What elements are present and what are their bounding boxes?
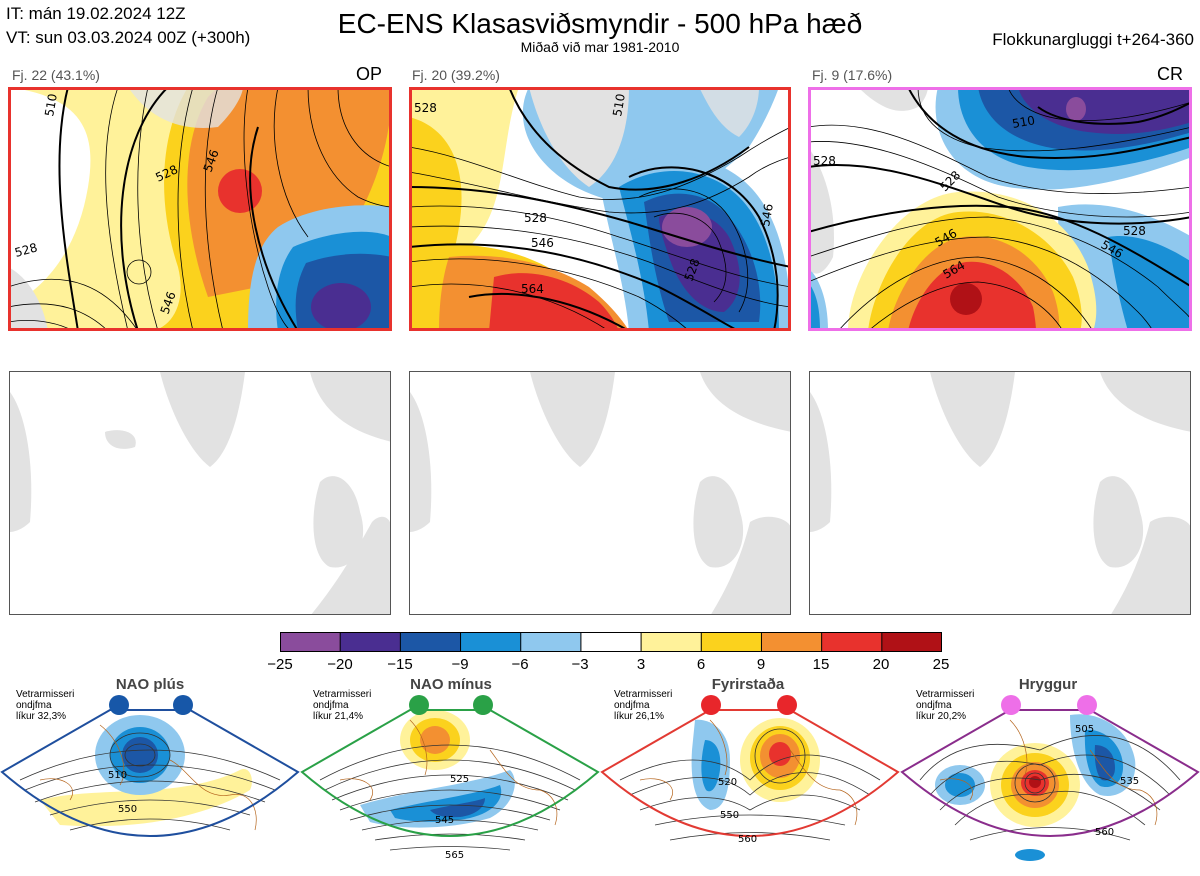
panel-1-label: Fj. 22 (43.1%) [12, 67, 100, 83]
contour-label: 510 [108, 770, 127, 781]
colorbar-swatch [340, 632, 401, 652]
contour-label: 564 [521, 282, 544, 296]
empty-map-3 [809, 371, 1191, 615]
contour-label: 510 [610, 93, 628, 118]
contour-label: 565 [445, 850, 464, 861]
regime-info-ridge: Vetrarmisseri ondjfma líkur 20,2% [916, 689, 975, 722]
regime-indicator-dot [409, 695, 429, 715]
colorbar-border [280, 632, 942, 652]
regime-indicator-dot [1001, 695, 1021, 715]
regime-map-nao-plus: 510 550 [0, 690, 300, 871]
colorbar-swatch [580, 632, 642, 652]
colorbar-tick-label: −9 [451, 656, 469, 673]
colorbar-swatch [280, 632, 341, 652]
panel-1-frame [8, 87, 392, 331]
contour-label: 546 [758, 203, 776, 228]
regime-info-nao-minus: Vetrarmisseri ondjfma líkur 21,4% [313, 689, 372, 722]
contour-label: 535 [1120, 776, 1139, 787]
panel-1-tag: OP [356, 64, 383, 84]
colorbar-tick-label: 6 [696, 656, 706, 673]
regime-indicator-dot [701, 695, 721, 715]
panel-3-frame [808, 87, 1192, 331]
colorbar-tick-label: −25 [267, 656, 293, 673]
contour-label: 560 [738, 834, 757, 845]
colorbar-swatch [821, 632, 883, 652]
regime-indicator-dot [777, 695, 797, 715]
regime-name-blocking: Fyrirstaða [711, 676, 785, 693]
contour-label: 528 [1123, 224, 1146, 238]
cluster-map-2: 528 510 528 546 564 528 546 [409, 87, 791, 331]
page-subtitle: Miðað við mar 1981-2010 [520, 39, 680, 55]
panel-3-label: Fj. 9 (17.6%) [812, 67, 893, 83]
regime-name-ridge: Hryggur [1018, 676, 1078, 693]
colorbar [280, 632, 943, 652]
regime-info-nao-plus: Vetrarmisseri ondjfma líkur 32,3% [16, 689, 75, 722]
contour-label: 550 [118, 804, 137, 815]
regime-map-nao-minus: 525 545 565 [300, 690, 600, 871]
panel-2-frame [409, 87, 791, 331]
colorbar-tick-label: 25 [932, 656, 950, 673]
colorbar-tick-label: −3 [571, 656, 589, 673]
contour-label: 546 [531, 236, 554, 250]
regime-name-nao-minus: NAO mínus [410, 676, 492, 693]
valid-time-label: VT: sun 03.03.2024 00Z (+300h) [6, 28, 251, 47]
colorbar-swatch [881, 632, 943, 652]
page-title: EC-ENS Klasasviðsmyndir - 500 hPa hæð [337, 8, 863, 39]
colorbar-tick-label: 15 [812, 656, 830, 673]
cluster-map-1: 528 546 528 546 510 [8, 87, 392, 331]
colorbar-tick-label: 9 [756, 656, 766, 673]
colorbar-tick-label: −15 [387, 656, 413, 673]
contour-label: 560 [1095, 827, 1114, 838]
panel-3-tag: CR [1157, 64, 1183, 84]
regime-info-blocking: Vetrarmisseri ondjfma líkur 26,1% [614, 689, 673, 722]
regime-map-blocking: 520 550 560 [600, 690, 900, 871]
regime-indicator-dot [1077, 695, 1097, 715]
regime-name-nao-plus: NAO plús [115, 676, 185, 693]
colorbar-swatch [400, 632, 462, 652]
empty-map-2 [409, 371, 791, 615]
colorbar-swatch [520, 632, 582, 652]
colorbar-swatch [460, 632, 522, 652]
contour-label: 528 [813, 154, 836, 168]
empty-map-1 [9, 371, 391, 615]
regime-map-ridge: 505 535 560 [900, 690, 1200, 871]
contour-label: 525 [450, 774, 469, 785]
contour-label: 510 [1011, 113, 1036, 131]
colorbar-tick-label: −6 [511, 656, 529, 673]
contour-label: 550 [720, 810, 739, 821]
colorbar-tick-label: −20 [327, 656, 353, 673]
regime-indicator-dot [173, 695, 193, 715]
contour-label: 510 [42, 93, 60, 118]
regime-indicator-dot [109, 695, 129, 715]
contour-label: 528 [414, 101, 437, 115]
classification-window-label: Flokkunargluggi t+264-360 [992, 30, 1194, 49]
colorbar-tick-label: 20 [872, 656, 890, 673]
cluster-map-3: 528 510 528 546 564 546 528 [808, 87, 1192, 331]
regime-indicator-dot [473, 695, 493, 715]
colorbar-swatch [641, 632, 702, 652]
initial-time-label: IT: mán 19.02.2024 12Z [6, 4, 186, 23]
colorbar-swatch [701, 632, 762, 652]
contour-label: 528 [524, 211, 547, 225]
colorbar-tick-label: 3 [636, 656, 646, 673]
contour-label: 520 [718, 777, 737, 788]
contour-label: 528 [13, 240, 39, 259]
colorbar-swatch [761, 632, 823, 652]
colorbar-swatches [280, 632, 943, 652]
contour-label: 505 [1075, 724, 1094, 735]
panel-2-label: Fj. 20 (39.2%) [412, 67, 500, 83]
contour-label: 545 [435, 815, 454, 826]
